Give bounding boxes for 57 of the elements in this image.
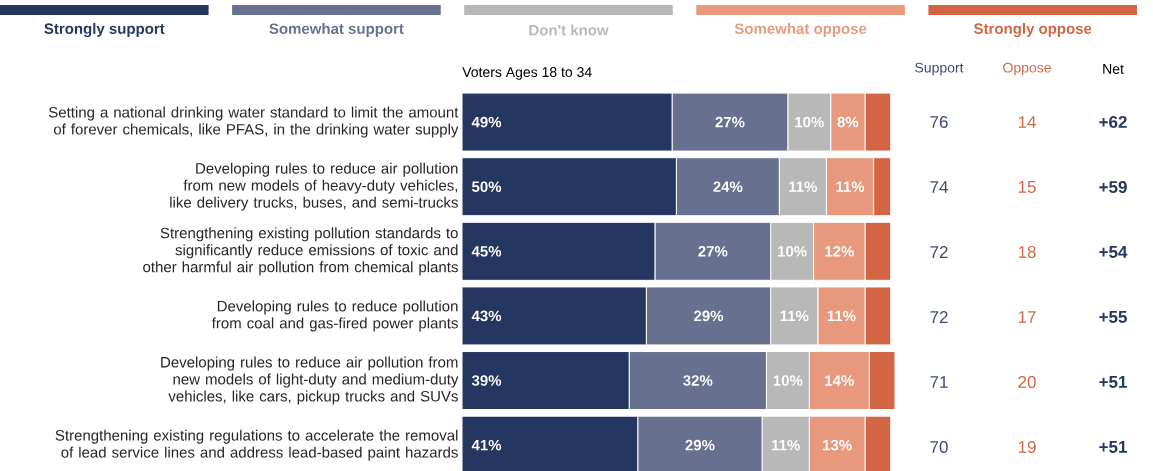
data-label: 11% [772,439,800,451]
text: +51 [1099,376,1127,388]
y-tick-label: Setting a national drinking water standard to limit the amount of forever chemicals, like PFAS, in the drinking water supply [48,106,459,138]
text: 72 [930,246,948,258]
text: Don't know [529,24,609,36]
y-tick-label: Strengthening existing pollution standards to significantly reduce emissions of toxic and other harmful air pollution from chemical plants [143,227,458,276]
text: 70 [930,440,948,454]
text: 15 [1018,181,1036,193]
data-label: 10% [795,116,824,128]
data-label: 12% [825,246,854,257]
text: Net [1103,64,1124,74]
data-label: 14% [825,375,854,386]
data-label: 13% [823,439,852,451]
text: Somewhat support [269,23,404,37]
data-label: 27% [715,116,745,128]
data-label: 50% [471,181,502,192]
data-label: 29% [694,310,724,322]
data-label: 11% [827,310,856,322]
text: +62 [1099,115,1127,129]
text: Support [915,62,964,76]
data-label: 11% [780,310,809,322]
y-tick-label: Strengthening existing regulations to accelerate the removal of lead service lines and address lead-based paint hazards [55,429,458,461]
text: +54 [1099,246,1128,258]
text: Strongly support [44,22,165,38]
y-tick-label: Developing rules to reduce pollution from coal and gas-fired power plants [211,300,458,332]
data-label: 10% [778,246,807,257]
y-tick-label: Developing rules to reduce air pollution from new models of light-duty and medium-duty vehicles, like cars, pickup trucks and SUVs [161,356,459,405]
data-label: 10% [773,375,803,386]
text: 72 [930,311,948,323]
text: 74 [930,181,948,193]
y-tick-label: Developing rules to reduce air pollution from new models of heavy-duty vehicles, like delivery trucks, buses, and semi-trucks [170,162,458,211]
text: +55 [1099,311,1127,323]
text: Oppose [1003,62,1051,76]
text: Somewhat oppose [734,23,867,37]
text: 14 [1018,116,1036,128]
data-label: 29% [685,439,715,451]
text: Strongly oppose [973,22,1092,38]
text: 17 [1018,311,1036,323]
text: 18 [1018,245,1036,259]
data-label: 24% [713,181,743,192]
data-label: 45% [471,246,502,257]
data-label: 43% [471,310,502,322]
text: 20 [1018,375,1036,389]
data-label: 39% [471,375,502,386]
data-label: 49% [471,116,502,128]
chart-subtitle: Voters Ages 18 to 34 [462,67,592,80]
data-label: 11% [789,181,818,192]
data-label: 8% [837,116,859,128]
text: +51 [1099,441,1127,453]
data-label: 27% [698,246,728,257]
text: 71 [930,376,948,388]
text: 19 [1018,440,1036,454]
text: 76 [930,115,948,129]
data-label: 41% [471,439,502,451]
text: +59 [1099,180,1127,194]
data-label: 11% [836,181,865,192]
data-label: 32% [683,375,713,386]
